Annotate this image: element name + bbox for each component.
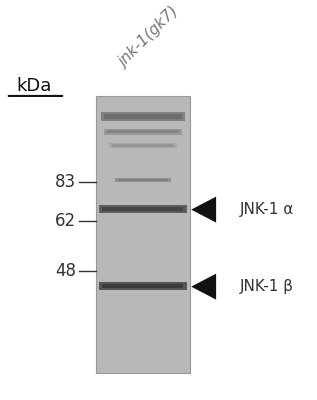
Bar (101, 112, 185, 121)
Bar (104, 129, 182, 135)
Text: JNK-1 α: JNK-1 α (239, 202, 294, 217)
Bar (109, 143, 177, 148)
Text: 62: 62 (55, 212, 76, 230)
Bar (118, 179, 168, 181)
Bar (112, 144, 174, 147)
Text: jnk-1(gk7): jnk-1(gk7) (116, 4, 182, 70)
Text: 48: 48 (55, 262, 76, 280)
Text: 83: 83 (55, 172, 76, 190)
Polygon shape (191, 196, 216, 223)
Bar (99, 282, 186, 290)
Text: JNK-1 β: JNK-1 β (239, 279, 294, 294)
Bar (102, 284, 184, 288)
Bar (104, 114, 182, 119)
Polygon shape (191, 274, 216, 300)
Bar (102, 207, 184, 211)
Text: kDa: kDa (16, 77, 52, 95)
Bar (107, 130, 179, 134)
Bar (99, 205, 186, 213)
Bar (96, 96, 190, 373)
Bar (115, 178, 171, 182)
